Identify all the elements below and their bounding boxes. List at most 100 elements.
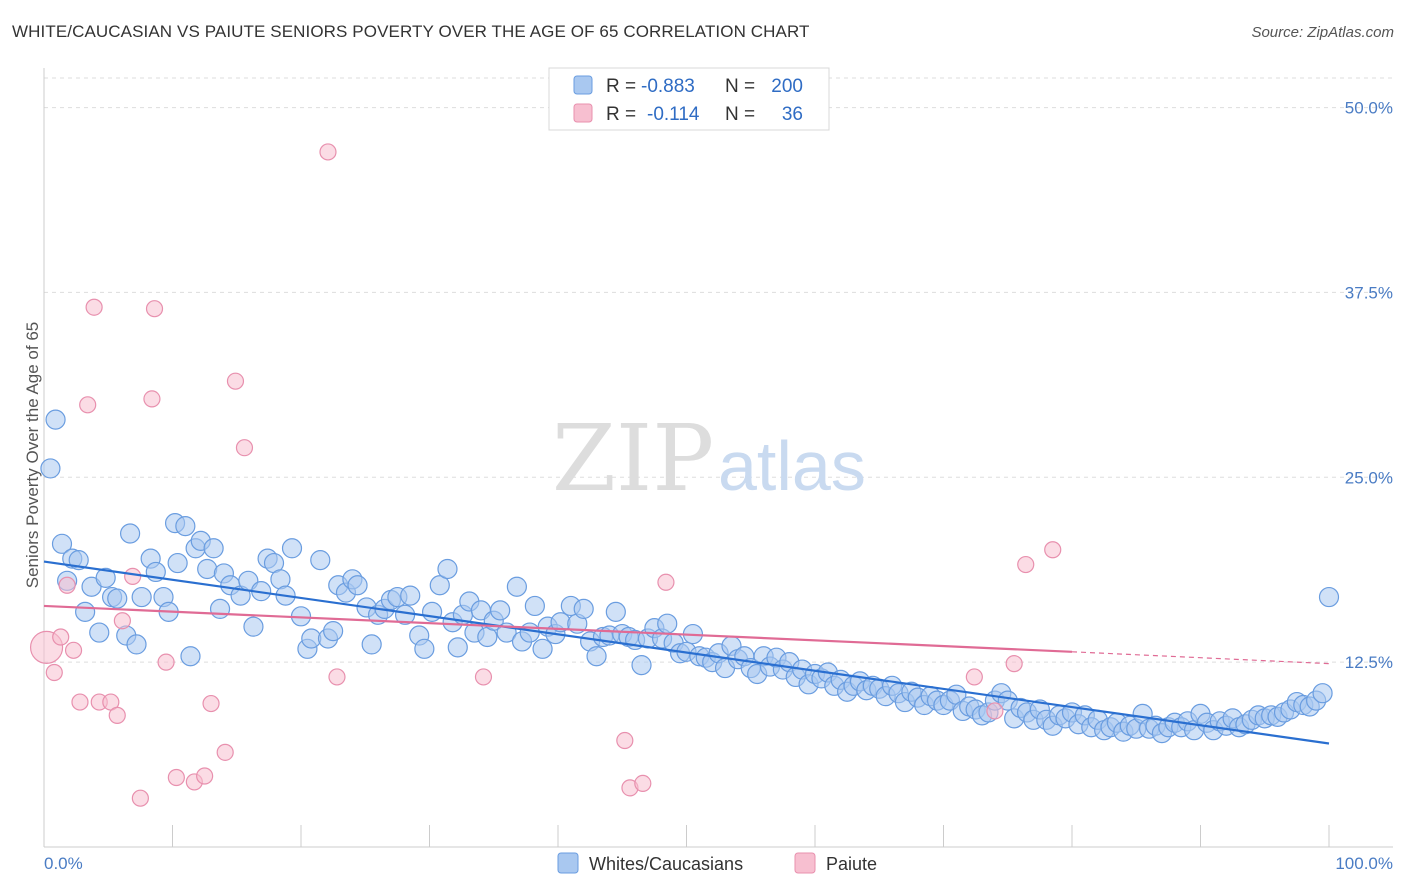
- whites-point: [414, 638, 435, 659]
- y-tick-labels: 12.5% 25.0% 37.5% 50.0%: [1345, 99, 1393, 673]
- x-tick-label-max: 100.0%: [1335, 854, 1393, 873]
- paiute-point: [167, 768, 185, 787]
- whites-point: [243, 616, 264, 637]
- whites-point: [75, 601, 96, 622]
- whites-point: [657, 613, 678, 634]
- whites-point: [175, 515, 196, 537]
- y-tick-label: 50.0%: [1345, 99, 1393, 118]
- paiute-point: [474, 668, 493, 686]
- trend-lines: [43, 560, 1330, 745]
- whites-point: [180, 646, 201, 667]
- x-tick-label-min: 0.0%: [44, 854, 83, 873]
- legend-n-label: N =: [725, 76, 755, 97]
- paiute-point: [616, 731, 634, 750]
- whites-point: [519, 622, 540, 643]
- axes: [43, 68, 1393, 848]
- paiute-point: [657, 573, 675, 591]
- paiute-point: [45, 663, 63, 682]
- paiute-point: [79, 396, 97, 414]
- whites-point: [524, 595, 545, 617]
- whites-point: [40, 458, 61, 479]
- whites-point: [95, 567, 116, 588]
- whites-point: [347, 575, 368, 596]
- whites-point: [107, 588, 128, 609]
- whites-point: [605, 601, 626, 622]
- whites-point: [209, 598, 231, 620]
- whites-point: [361, 634, 382, 655]
- whites-point: [203, 538, 224, 559]
- whites-point: [506, 576, 527, 597]
- whites-point: [51, 533, 73, 554]
- legend-n-value: 200: [771, 76, 803, 97]
- chart-title: WHITE/CAUCASIAN VS PAIUTE SENIORS POVERT…: [12, 22, 810, 41]
- whites-point: [532, 638, 553, 659]
- legend-n-value: 36: [782, 104, 803, 125]
- paiute-point: [71, 693, 89, 711]
- paiute-point: [196, 767, 214, 785]
- whites-series: [40, 409, 1340, 744]
- whites-point: [131, 586, 152, 608]
- legend-r-value: -0.114: [647, 104, 700, 125]
- paiute-series: [29, 143, 1062, 807]
- whites-point: [437, 558, 458, 580]
- watermark-zip: ZIP: [552, 405, 714, 512]
- legend: R = -0.883 N = 200 R = -0.114 N = 36: [548, 67, 830, 131]
- paiute-point: [64, 641, 83, 659]
- paiute-point: [202, 694, 220, 713]
- y-tick-label: 25.0%: [1345, 468, 1393, 487]
- y-axis-label: Seniors Poverty Over the Age of 65: [23, 322, 42, 588]
- paiute-point: [319, 143, 337, 161]
- whites-point: [447, 637, 468, 658]
- paiute-point: [58, 576, 76, 594]
- whites-point: [89, 622, 110, 643]
- paiute-point: [108, 706, 126, 724]
- paiute-point: [143, 390, 161, 408]
- bottom-legend-whites: Whites/Caucasians: [589, 854, 743, 874]
- paiute-point: [113, 612, 131, 630]
- whites-point: [490, 600, 511, 621]
- legend-r-label: R =: [606, 104, 636, 125]
- bottom-legend-swatch-paiute: [794, 852, 816, 874]
- source-label: Source: ZipAtlas.com: [1251, 24, 1394, 41]
- paiute-point: [216, 743, 234, 761]
- paiute-point: [1017, 555, 1035, 574]
- legend-box: [548, 67, 830, 131]
- bottom-legend-swatch-whites: [557, 852, 579, 874]
- whites-point: [126, 634, 147, 655]
- paiute-point: [328, 668, 346, 686]
- legend-swatch-whites: [573, 75, 593, 95]
- paiute-point: [226, 372, 245, 390]
- legend-r-value: -0.883: [641, 76, 695, 97]
- whites-point: [400, 585, 421, 606]
- whites-point: [323, 620, 344, 642]
- paiute-trend-line: [43, 604, 1073, 653]
- paiute-point: [986, 702, 1004, 720]
- whites-point: [573, 598, 594, 620]
- whites-point: [1318, 586, 1340, 608]
- paiute-trend-extension: [1071, 651, 1330, 665]
- whites-point: [1312, 683, 1333, 704]
- paiute-point: [145, 300, 164, 318]
- watermark-atlas: atlas: [718, 427, 866, 505]
- legend-n-label: N =: [725, 104, 755, 125]
- paiute-point: [85, 298, 103, 316]
- whites-point: [586, 646, 607, 667]
- paiute-point: [131, 789, 149, 807]
- whites-point: [281, 538, 303, 559]
- whites-point: [631, 655, 652, 676]
- whites-point: [310, 550, 331, 571]
- paiute-point: [157, 653, 175, 671]
- legend-swatch-paiute: [573, 103, 593, 123]
- paiute-point: [1044, 541, 1062, 559]
- whites-point: [45, 409, 66, 430]
- paiute-point: [965, 668, 983, 686]
- whites-point: [197, 558, 218, 580]
- whites-trend-line: [43, 560, 1330, 745]
- paiute-point: [124, 567, 142, 585]
- whites-point: [429, 575, 450, 596]
- paiute-point: [1005, 655, 1023, 673]
- whites-point: [119, 523, 141, 544]
- y-tick-label: 37.5%: [1345, 283, 1393, 302]
- y-tick-label: 12.5%: [1345, 653, 1393, 672]
